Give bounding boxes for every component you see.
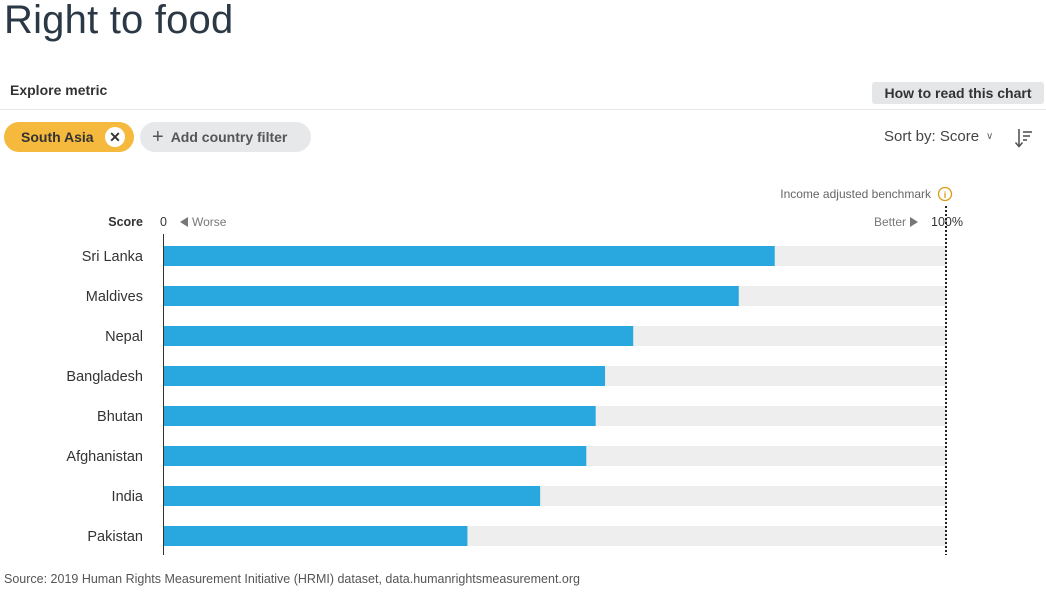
sort-dropdown[interactable]: Sort by: Score ∨ (884, 128, 993, 145)
sort-descending-icon[interactable] (1014, 127, 1034, 149)
bar[interactable] (164, 286, 739, 306)
bar[interactable] (164, 406, 596, 426)
bar[interactable] (164, 246, 775, 266)
category-label: India (112, 489, 144, 505)
how-to-read-button[interactable]: How to read this chart (872, 82, 1044, 104)
close-icon[interactable]: ✕ (105, 127, 125, 147)
category-label: Maldives (86, 289, 143, 305)
region-filter-label: South Asia (21, 129, 94, 145)
bar[interactable] (164, 486, 541, 506)
better-arrow-icon (910, 217, 918, 227)
bar[interactable] (164, 366, 606, 386)
better-label: Better (874, 215, 906, 229)
region-filter-chip[interactable]: South Asia ✕ (4, 122, 134, 152)
plus-icon: + (152, 126, 164, 148)
worse-arrow-icon (180, 217, 188, 227)
svg-text:i: i (944, 190, 947, 200)
category-label: Bhutan (97, 409, 143, 425)
worse-label: Worse (192, 215, 227, 229)
category-label: Bangladesh (66, 369, 143, 385)
bar[interactable] (164, 326, 634, 346)
category-label: Pakistan (87, 529, 143, 545)
category-label: Sri Lanka (82, 249, 144, 265)
bar[interactable] (164, 446, 587, 466)
category-label: Afghanistan (66, 449, 143, 465)
bar[interactable] (164, 526, 468, 546)
score-bar-chart: Income adjusted benchmark i Score 0 Wors… (66, 186, 963, 555)
benchmark-label: Income adjusted benchmark (780, 187, 932, 201)
add-country-filter-label: Add country filter (170, 129, 288, 145)
add-country-filter-button[interactable]: + Add country filter (140, 122, 311, 152)
page-title: Right to food (4, 0, 234, 42)
axis-min-label: 0 (160, 215, 167, 229)
source-note: Source: 2019 Human Rights Measurement In… (4, 572, 580, 586)
explore-metric-label[interactable]: Explore metric (10, 82, 108, 98)
axis-label: Score (108, 215, 143, 229)
chevron-down-icon: ∨ (986, 131, 994, 142)
sort-label: Sort by: Score (884, 128, 980, 145)
info-icon[interactable]: i (937, 186, 953, 202)
header-divider (0, 109, 1046, 110)
category-label: Nepal (105, 329, 143, 345)
